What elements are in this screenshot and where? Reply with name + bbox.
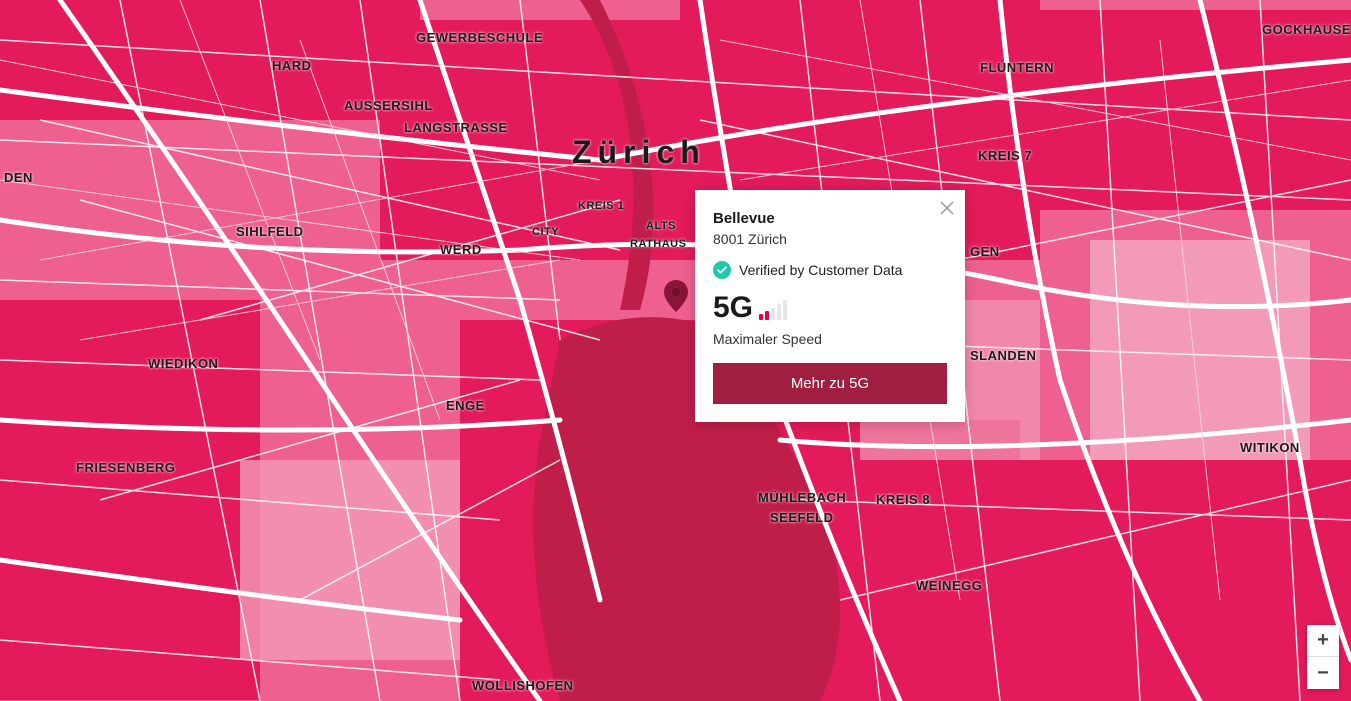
map-label: KREIS 1 [578, 200, 624, 212]
map-label: FRIESENBERG [76, 460, 175, 475]
close-icon[interactable] [939, 200, 955, 216]
signal-bar [783, 300, 787, 320]
map-label: MÜHLEBACH [758, 490, 846, 505]
map-label: CITY [532, 226, 559, 238]
signal-bar [759, 314, 763, 320]
popup-subtitle: 8001 Zürich [713, 231, 947, 247]
verified-row: Verified by Customer Data [713, 261, 947, 279]
speed-label: Maximaler Speed [713, 331, 947, 347]
signal-bar [765, 311, 769, 320]
location-pin [664, 280, 688, 312]
map-label: AUSSERSIHL [344, 98, 433, 113]
location-popup: Bellevue 8001 Zürich Verified by Custome… [695, 190, 965, 422]
map-label: SEEFELD [770, 510, 833, 525]
map-label: ALTS [646, 220, 676, 232]
tech-row: 5G [713, 293, 947, 323]
signal-bar [771, 308, 775, 320]
zoom-in-button[interactable]: + [1307, 625, 1339, 657]
verified-label: Verified by Customer Data [739, 262, 902, 278]
popup-title: Bellevue [713, 210, 947, 227]
map-background [0, 0, 1351, 701]
map-label: GEWERBESCHULE [416, 30, 543, 45]
map-label: WEINEGG [916, 578, 982, 593]
signal-strength-icon [759, 303, 787, 323]
more-info-button[interactable]: Mehr zu 5G [713, 363, 947, 404]
map-label: SIHLFELD [236, 224, 304, 239]
map-label: FLUNTERN [980, 60, 1054, 75]
map-label: SLANDEN [970, 348, 1036, 363]
map-label: WERD [440, 242, 482, 257]
map-label: KREIS 7 [978, 148, 1032, 163]
map-label: GEN [970, 244, 1000, 259]
map-label: HARD [272, 58, 312, 73]
map-label: WIEDIKON [148, 356, 218, 371]
zoom-out-button[interactable]: − [1307, 657, 1339, 689]
coverage-map[interactable]: Zürich GEWERBESCHULE HARD AUSSERSIHL LANGSTR… [0, 0, 1351, 701]
tech-label: 5G [713, 293, 753, 323]
map-label: KREIS 8 [876, 492, 930, 507]
map-label: WOLLISHOFEN [472, 678, 574, 693]
map-label: ENGE [446, 398, 485, 413]
map-label: GOCKHAUSE [1262, 22, 1351, 37]
map-label: WITIKON [1240, 440, 1300, 455]
signal-bar [777, 304, 781, 320]
map-label: LANGSTRASSE [404, 120, 508, 135]
map-label: Zürich [572, 134, 706, 171]
map-label: DEN [4, 170, 33, 185]
map-label: RATHAUS [630, 238, 686, 250]
zoom-controls: + − [1307, 625, 1339, 689]
verified-check-icon [713, 261, 731, 279]
